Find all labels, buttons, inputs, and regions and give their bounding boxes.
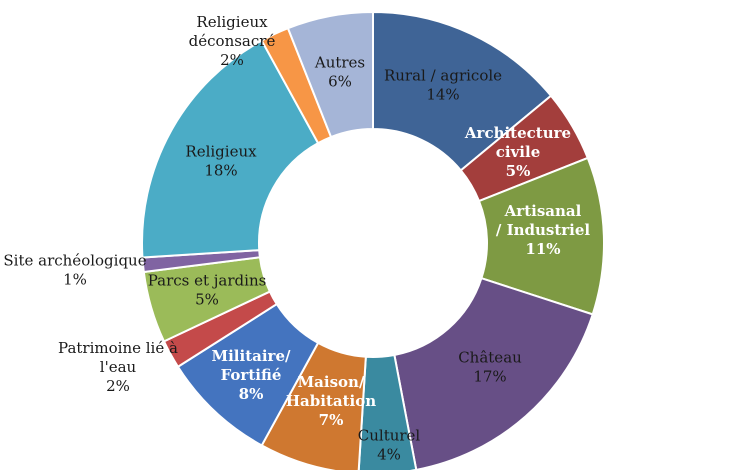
slice-name-line: Militaire/ (212, 347, 291, 365)
slice-labels: Rural / agricole 14%Architecture civile 5%A… (3, 13, 590, 464)
slice-percent: 1% (63, 271, 87, 289)
slice-percent: 8% (239, 385, 264, 403)
label-rural-agricole: Rural / agricole 14% (384, 67, 502, 104)
slice-autres (286, 10, 374, 139)
label-militaire-fortifie: Militaire/Fortifié 8% (212, 347, 291, 403)
slice-percent: 2% (106, 377, 130, 395)
label-maison-habitation: Maison/Habitation 7% (286, 373, 376, 429)
label-parcs-et-jardins: Parcs et jardins 5% (148, 272, 267, 309)
slice-name-line: Château (458, 349, 522, 367)
label-chateau: Château 17% (458, 349, 522, 386)
slice-percent: 4% (377, 446, 401, 464)
slice-name-line: Culturel (358, 427, 421, 445)
slice-name-line: Patrimoine lié à (58, 339, 178, 357)
label-patrimoine-lie-a-l-eau: Patrimoine lié à l'eau 2% (58, 339, 178, 395)
slice-percent: 7% (319, 411, 344, 429)
slice-name-line: Fortifié (221, 366, 282, 384)
slice-percent: 17% (473, 368, 506, 386)
label-architecture-civile: Architecture civile 5% (464, 124, 571, 180)
slice-percent: 18% (204, 162, 237, 180)
slice-percent: 2% (220, 51, 244, 69)
label-autres: Autres 6% (314, 54, 365, 91)
slice-percent: 5% (195, 291, 219, 309)
slice-name-line: civile (496, 143, 541, 161)
label-culturel: Culturel 4% (358, 427, 421, 464)
slice-name-line: Religieux (196, 13, 268, 31)
label-religieux: Religieux 18% (185, 143, 257, 180)
label-religieux-deconsacre: Religieux déconsacré 2% (189, 13, 276, 69)
label-site-archeologique: Site archéologique 1% (3, 252, 146, 289)
slice-name-line: Architecture (464, 124, 571, 142)
slice-percent: 14% (426, 86, 459, 104)
slice-name-line: Autres (314, 54, 365, 72)
slice-religieux (141, 39, 320, 259)
slice-name-line: Rural / agricole (384, 67, 502, 85)
slice-name-line: Habitation (286, 392, 376, 410)
slice-rural-agricole (372, 10, 553, 172)
slice-name-line: l'eau (100, 358, 137, 376)
slice-name-line: Artisanal (504, 202, 582, 220)
slice-percent: 6% (328, 73, 352, 91)
slice-name-line: / Industriel (496, 221, 591, 239)
slice-percent: 11% (525, 240, 560, 258)
slice-name-line: Site archéologique (3, 252, 146, 270)
slice-name-line: Religieux (185, 143, 257, 161)
slice-percent: 5% (506, 162, 531, 180)
slice-name-line: Parcs et jardins (148, 272, 267, 290)
label-artisanal-industriel: Artisanal / Industriel 11% (496, 202, 591, 258)
slice-name-line: déconsacré (189, 32, 276, 50)
slice-name-line: Maison/ (298, 373, 365, 391)
slice-chateau (393, 276, 594, 470)
